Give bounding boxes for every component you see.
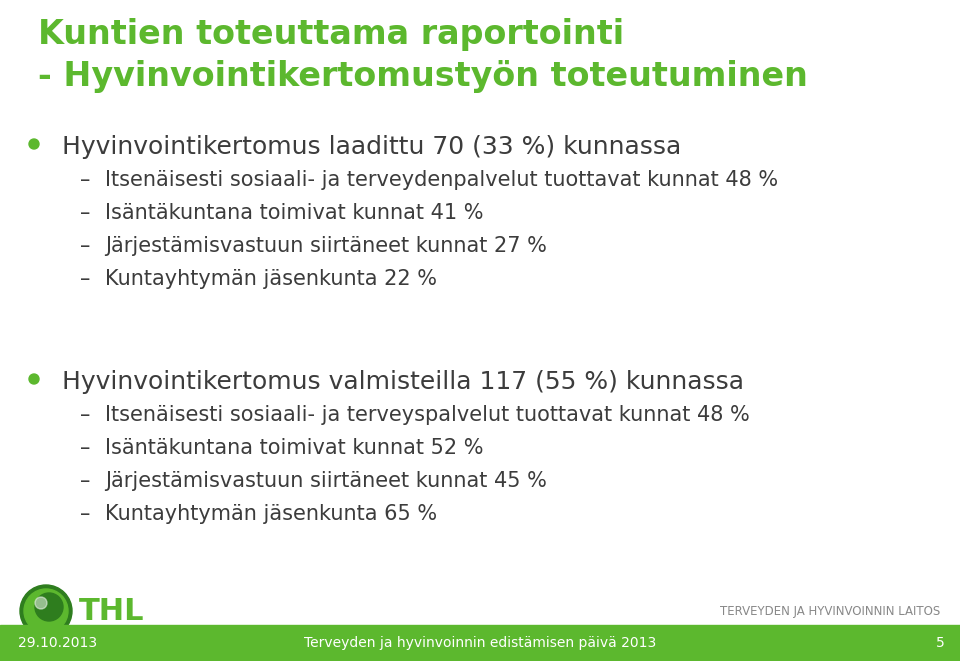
- Text: TERVEYDEN JA HYVINVOINNIN LAITOS: TERVEYDEN JA HYVINVOINNIN LAITOS: [720, 605, 940, 617]
- Text: –: –: [80, 504, 90, 524]
- Text: –: –: [80, 236, 90, 256]
- Text: Itsenäisesti sosiaali- ja terveyspalvelut tuottavat kunnat 48 %: Itsenäisesti sosiaali- ja terveyspalvelu…: [105, 405, 750, 425]
- Text: Isäntäkuntana toimivat kunnat 52 %: Isäntäkuntana toimivat kunnat 52 %: [105, 438, 484, 458]
- Text: Hyvinvointikertomus valmisteilla 117 (55 %) kunnassa: Hyvinvointikertomus valmisteilla 117 (55…: [62, 370, 744, 394]
- Circle shape: [35, 597, 47, 609]
- Text: –: –: [80, 269, 90, 289]
- Text: Järjestämisvastuun siirtäneet kunnat 45 %: Järjestämisvastuun siirtäneet kunnat 45 …: [105, 471, 547, 491]
- Text: Hyvinvointikertomus laadittu 70 (33 %) kunnassa: Hyvinvointikertomus laadittu 70 (33 %) k…: [62, 135, 682, 159]
- Text: Kuntayhtymän jäsenkunta 22 %: Kuntayhtymän jäsenkunta 22 %: [105, 269, 437, 289]
- Text: –: –: [80, 170, 90, 190]
- Circle shape: [29, 139, 39, 149]
- Text: Itsenäisesti sosiaali- ja terveydenpalvelut tuottavat kunnat 48 %: Itsenäisesti sosiaali- ja terveydenpalve…: [105, 170, 779, 190]
- Text: 29.10.2013: 29.10.2013: [18, 636, 97, 650]
- Text: –: –: [80, 203, 90, 223]
- Text: Kuntayhtymän jäsenkunta 65 %: Kuntayhtymän jäsenkunta 65 %: [105, 504, 437, 524]
- Text: Järjestämisvastuun siirtäneet kunnat 27 %: Järjestämisvastuun siirtäneet kunnat 27 …: [105, 236, 547, 256]
- Text: Isäntäkuntana toimivat kunnat 41 %: Isäntäkuntana toimivat kunnat 41 %: [105, 203, 484, 223]
- Text: Terveyden ja hyvinvoinnin edistämisen päivä 2013: Terveyden ja hyvinvoinnin edistämisen pä…: [304, 636, 656, 650]
- Circle shape: [24, 589, 68, 633]
- Text: - Hyvinvointikertomustyön toteutuminen: - Hyvinvointikertomustyön toteutuminen: [38, 60, 808, 93]
- Bar: [0, 625, 960, 661]
- Circle shape: [35, 593, 63, 621]
- Text: Kuntien toteuttama raportointi: Kuntien toteuttama raportointi: [38, 18, 624, 51]
- Text: –: –: [80, 438, 90, 458]
- Circle shape: [20, 585, 72, 637]
- Text: –: –: [80, 471, 90, 491]
- Circle shape: [29, 374, 39, 384]
- Text: –: –: [80, 405, 90, 425]
- Text: THL: THL: [79, 596, 145, 625]
- Text: 5: 5: [936, 636, 945, 650]
